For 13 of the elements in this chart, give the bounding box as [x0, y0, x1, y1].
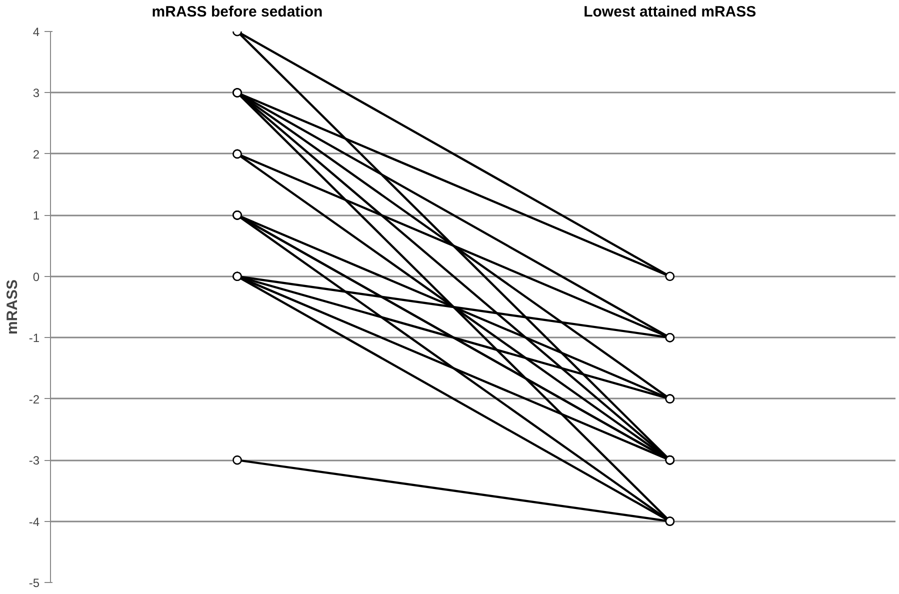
y-tick-label: -2 — [28, 392, 40, 406]
x-tick-label: Lowest attained mRASS — [584, 4, 756, 20]
y-tick-label: 2 — [32, 147, 40, 162]
y-tick-label: 1 — [32, 208, 40, 223]
y-tick-label: 0 — [32, 270, 40, 284]
y-tick-label: -1 — [28, 331, 40, 346]
x-tick-label: mRASS before sedation — [152, 4, 323, 20]
y-tick-label: -3 — [28, 454, 40, 468]
y-tick-label: -4 — [28, 514, 40, 529]
y-tick-label: -5 — [28, 576, 40, 590]
y-tick-label: 4 — [32, 25, 40, 39]
y-tick-label: 3 — [32, 86, 40, 100]
y-axis-title: mRASS — [4, 279, 21, 335]
